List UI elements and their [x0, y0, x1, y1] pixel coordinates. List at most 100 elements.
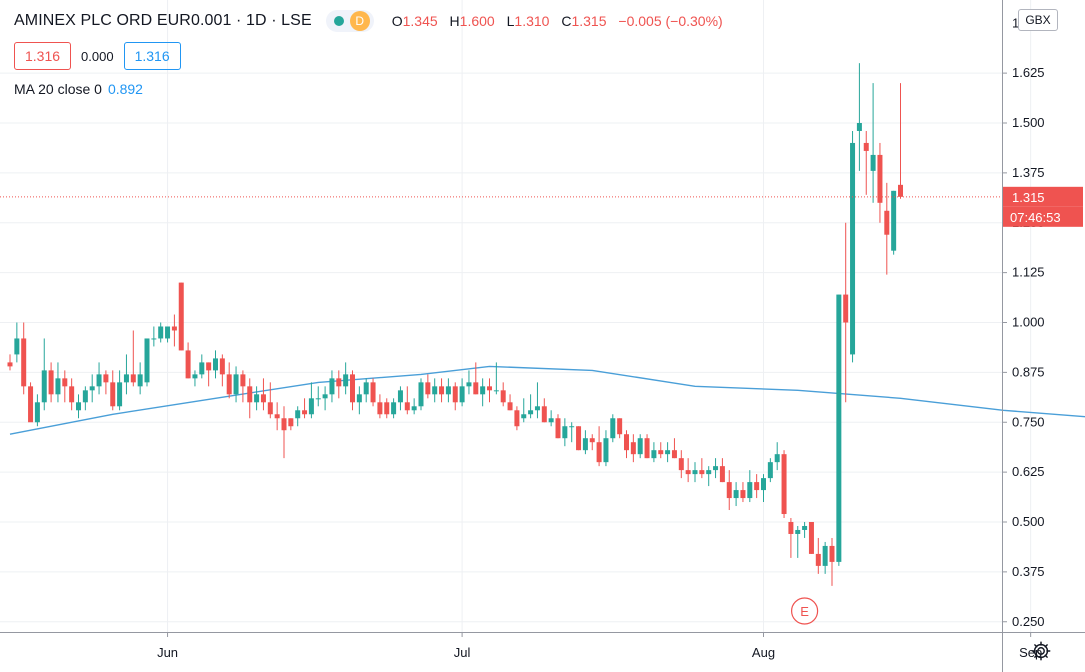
candle-body	[21, 338, 27, 387]
indicator-legend[interactable]: MA 20 close 0 0.892	[14, 81, 143, 97]
candle-body	[206, 362, 212, 371]
candle	[404, 386, 410, 415]
candle-body	[719, 466, 725, 483]
candle	[898, 83, 903, 199]
candle	[719, 458, 725, 483]
candle	[158, 322, 164, 343]
candle	[82, 386, 88, 411]
candle-body	[863, 142, 869, 151]
candle-body	[137, 374, 143, 387]
ma20-line	[9, 365, 1085, 435]
candle-body	[576, 426, 582, 451]
candle	[28, 382, 34, 423]
candle-body	[336, 378, 342, 387]
low-value: 1.310	[514, 13, 550, 29]
candle-body	[322, 394, 328, 399]
candle	[678, 450, 684, 479]
candle-body	[562, 426, 568, 439]
candle-body	[596, 442, 602, 463]
candle	[96, 362, 102, 395]
candle	[295, 406, 301, 427]
candle-body	[726, 482, 732, 499]
candle	[144, 338, 150, 387]
symbol-title[interactable]: AMINEX PLC ORD EUR0.001 · 1D · LSE	[14, 12, 312, 29]
candle-body	[624, 434, 629, 451]
y-tick-label: 1	[1012, 15, 1019, 30]
candle	[439, 378, 445, 403]
candle-body	[884, 210, 890, 235]
candle-body	[432, 386, 438, 395]
gear-icon[interactable]	[1030, 640, 1052, 662]
y-tick-label: 0.250	[1012, 614, 1045, 629]
candle-body	[391, 402, 397, 415]
candle-body	[822, 545, 828, 566]
candle	[514, 406, 520, 431]
candle-body	[69, 386, 75, 403]
sell-button[interactable]: 1.316	[14, 42, 72, 70]
candle-body	[802, 525, 808, 530]
candle-body	[767, 462, 773, 479]
candle-body	[637, 438, 643, 455]
candle	[7, 354, 13, 371]
candle-body	[55, 378, 61, 395]
candle-body	[692, 470, 698, 475]
candle-body	[110, 382, 116, 407]
candle	[802, 522, 808, 538]
candle-body	[34, 402, 40, 423]
candle-body	[610, 418, 616, 439]
candle	[137, 362, 143, 395]
candle-body	[548, 418, 554, 423]
candle-body	[671, 450, 677, 459]
candle-body	[761, 478, 766, 491]
candle	[582, 430, 588, 455]
spread-value: 0.000	[81, 48, 114, 64]
candle	[418, 378, 424, 411]
candle-body	[829, 545, 835, 562]
candle	[281, 406, 287, 459]
candle-body	[96, 374, 102, 387]
candle	[308, 382, 314, 419]
candle	[302, 398, 308, 419]
candle	[808, 522, 814, 554]
candle	[562, 418, 568, 447]
candle-body	[295, 410, 301, 419]
candle	[240, 370, 246, 403]
candle-body	[288, 418, 294, 427]
candle-body	[219, 358, 225, 375]
buy-button[interactable]: 1.316	[123, 42, 181, 70]
candle-body	[302, 410, 308, 415]
candle	[459, 378, 465, 407]
candle	[274, 402, 280, 431]
open-label: O	[391, 13, 403, 29]
candle	[213, 350, 218, 379]
candle	[829, 537, 835, 586]
candle	[247, 378, 253, 419]
candle-body	[267, 402, 273, 415]
bid-ask-row: 1.316 0.000 1.316	[14, 42, 181, 70]
candle	[233, 366, 239, 403]
candle-body	[247, 386, 253, 403]
countdown-tag	[1003, 206, 1083, 227]
candle	[425, 374, 431, 399]
candle	[795, 525, 801, 558]
candle	[171, 314, 177, 347]
candle-body	[466, 382, 472, 387]
candle	[14, 322, 20, 363]
chart-legend-header: AMINEX PLC ORD EUR0.001 · 1D · LSE D O 1.…	[14, 10, 723, 32]
status-badge[interactable]: D	[325, 10, 374, 32]
candle-body	[445, 386, 451, 395]
candle	[699, 458, 705, 479]
candle	[411, 398, 417, 415]
candle-body	[651, 450, 657, 459]
candle	[541, 398, 547, 423]
candle	[863, 130, 869, 195]
candle-body	[82, 390, 88, 403]
candle	[761, 474, 766, 503]
candle-body	[788, 522, 794, 534]
candle	[62, 370, 68, 403]
candle-body	[151, 338, 157, 340]
candle-body	[308, 398, 314, 415]
currency-button[interactable]: GBX	[1018, 9, 1058, 31]
